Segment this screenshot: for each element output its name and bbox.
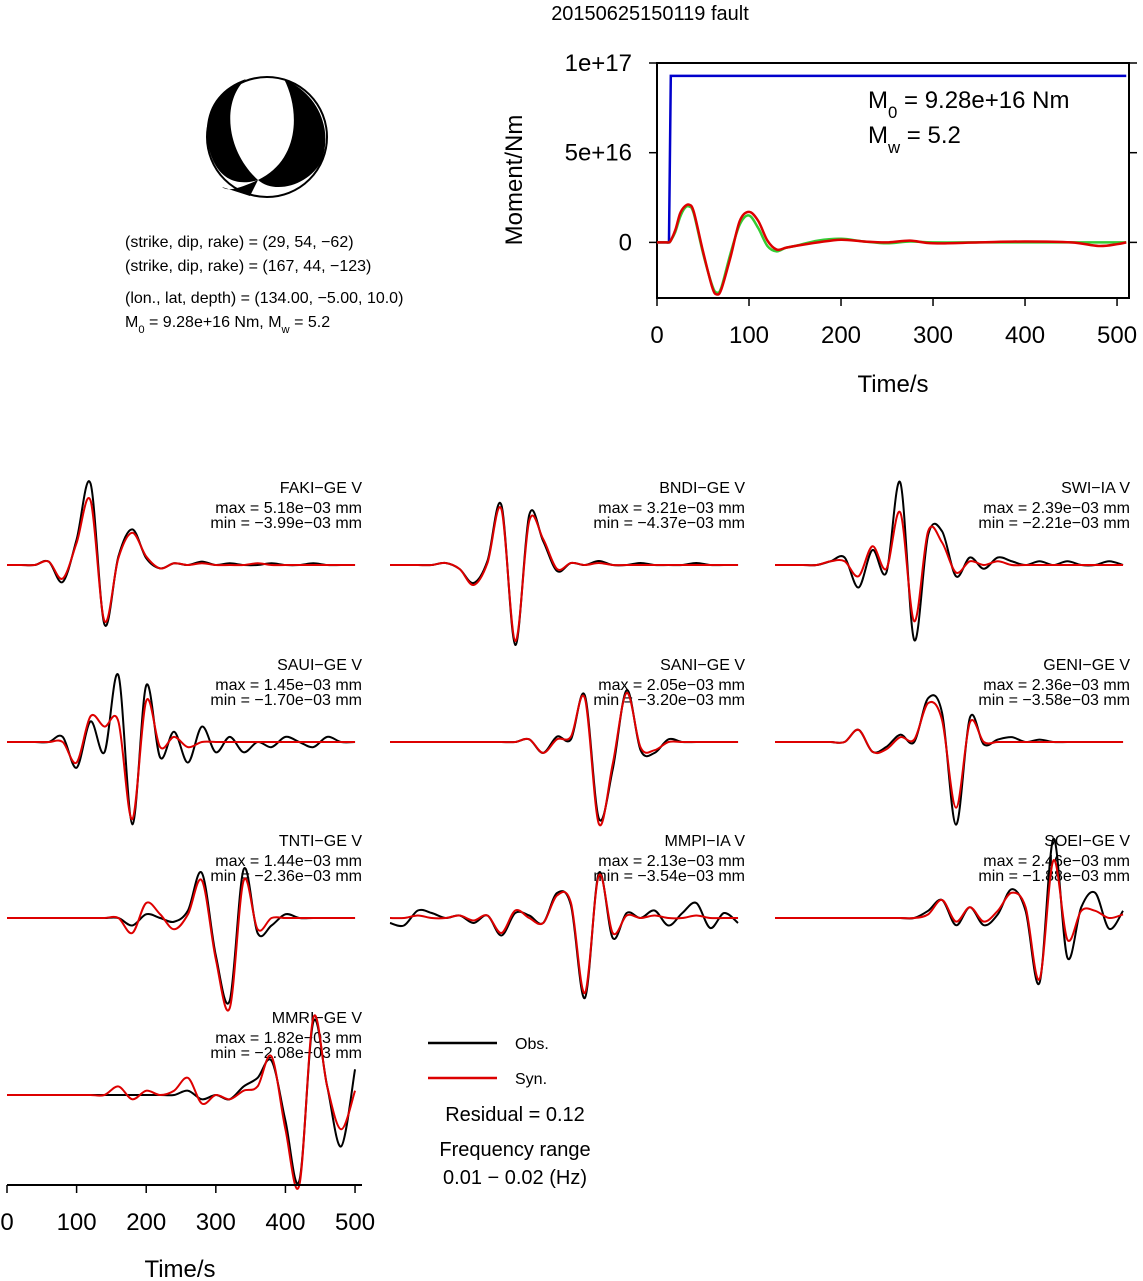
min-label: min = −2.08e−03 mm [210,1045,362,1062]
max-label: max = 2.36e−03 mm [983,677,1130,694]
x-tick-label: 500 [335,1209,375,1236]
annotation: M0 = 9.28e+16 Nm [868,87,1069,122]
station-label: FAKI−GE V [280,480,363,497]
x-tick-label: 400 [1005,322,1045,349]
beachball [206,76,328,198]
max-label: max = 2.39e−03 mm [983,500,1130,517]
waveform [7,867,356,1005]
x-tick-label: 400 [265,1209,305,1236]
focal-text: (lon., lat, depth) = (134.00, −5.00, 10.… [125,290,403,307]
waveform [6,1014,356,1190]
station-label: SANI−GE V [660,657,745,674]
min-label: min = −3.20e−03 mm [593,692,745,709]
legend-label: Syn. [515,1071,547,1088]
annotation: Mw = 5.2 [868,122,961,157]
min-label: min = −3.99e−03 mm [210,515,362,532]
waveform [6,497,356,624]
station-label: SAUI−GE V [277,657,362,674]
series-line [657,74,1127,244]
waveform [774,700,1124,809]
station-label: BNDI−GE V [659,480,745,497]
text-part: M [868,122,888,149]
max-label: max = 1.44e−03 mm [215,853,362,870]
max-label: max = 2.46e−03 mm [983,853,1130,870]
plot-frame [656,62,1130,299]
station-label: MMPI−IA V [665,833,746,850]
text-part: 0 [138,324,144,336]
x-tick-label: 500 [1097,322,1137,349]
x-tick-label: 100 [57,1209,97,1236]
min-label: min = −1.70e−03 mm [210,692,362,709]
station-label: GENI−GE V [1043,657,1130,674]
x-tick-label: 200 [821,322,861,349]
x-tick-label: 100 [729,322,769,349]
x-tick-label: 200 [126,1209,166,1236]
series-line [657,204,1127,295]
waveform [389,689,739,822]
max-label: max = 1.82e−03 mm [215,1030,362,1047]
figure-title: 20150625150119 fault [551,3,749,25]
waveform [7,877,356,1012]
max-label: max = 5.18e−03 mm [215,500,362,517]
station-label: TNTI−GE V [279,833,362,850]
frequency: 0.01 − 0.02 (Hz) [443,1167,587,1189]
text-part: = 9.28e+16 Nm [897,87,1069,114]
min-label: min = −4.37e−03 mm [593,515,745,532]
max-label: max = 3.21e−03 mm [598,500,745,517]
focal-text: M0 = 9.28e+16 Nm, Mw = 5.2 [125,314,330,336]
waveform [774,480,1124,642]
min-label: min = −1.88e−03 mm [978,868,1130,885]
waveform [774,694,1124,826]
min-label: min = −3.58e−03 mm [978,692,1130,709]
x-axis-label: Time/s [857,371,928,398]
focal-text: (strike, dip, rake) = (29, 54, −62) [125,234,354,251]
text-part: = 5.2 [900,122,961,149]
station-label: SOEI−GE V [1044,833,1130,850]
text-part: w [281,324,291,336]
waveform [6,698,356,821]
x-tick-label: 0 [0,1209,13,1236]
residual: Residual = 0.12 [445,1104,585,1126]
x-tick-label: 300 [913,322,953,349]
text-part: 0 [888,103,897,122]
waveform [389,873,739,995]
series-line [657,203,1127,296]
min-label: min = −2.21e−03 mm [978,515,1130,532]
focal-text: (strike, dip, rake) = (167, 44, −123) [125,258,371,275]
legend-label: Obs. [515,1036,549,1053]
text-part: = 5.2 [290,314,331,331]
waveform [389,691,739,827]
y-axis-label: Moment/Nm [501,115,528,246]
min-label: min = −2.36e−03 mm [210,868,362,885]
min-label: min = −3.54e−03 mm [593,868,745,885]
text-part: M [125,314,138,331]
x-tick-label: 300 [196,1209,236,1236]
text-part: w [887,138,901,157]
frequency: Frequency range [439,1139,590,1161]
waveform [774,510,1124,623]
x-tick-label: 0 [650,322,663,349]
max-label: max = 1.45e−03 mm [215,677,362,694]
waveform [389,506,739,643]
waveform [775,859,1124,981]
x-axis-label: Time/s [144,1256,215,1281]
text-part: M [868,87,888,114]
text-part: = 9.28e+16 Nm, M [145,314,282,331]
max-label: max = 2.05e−03 mm [598,677,745,694]
station-label: SWI−IA V [1061,480,1130,497]
y-tick-label: 1e+17 [565,50,632,77]
max-label: max = 2.13e−03 mm [598,853,745,870]
y-tick-label: 5e+16 [565,140,632,167]
y-tick-label: 0 [619,229,632,256]
